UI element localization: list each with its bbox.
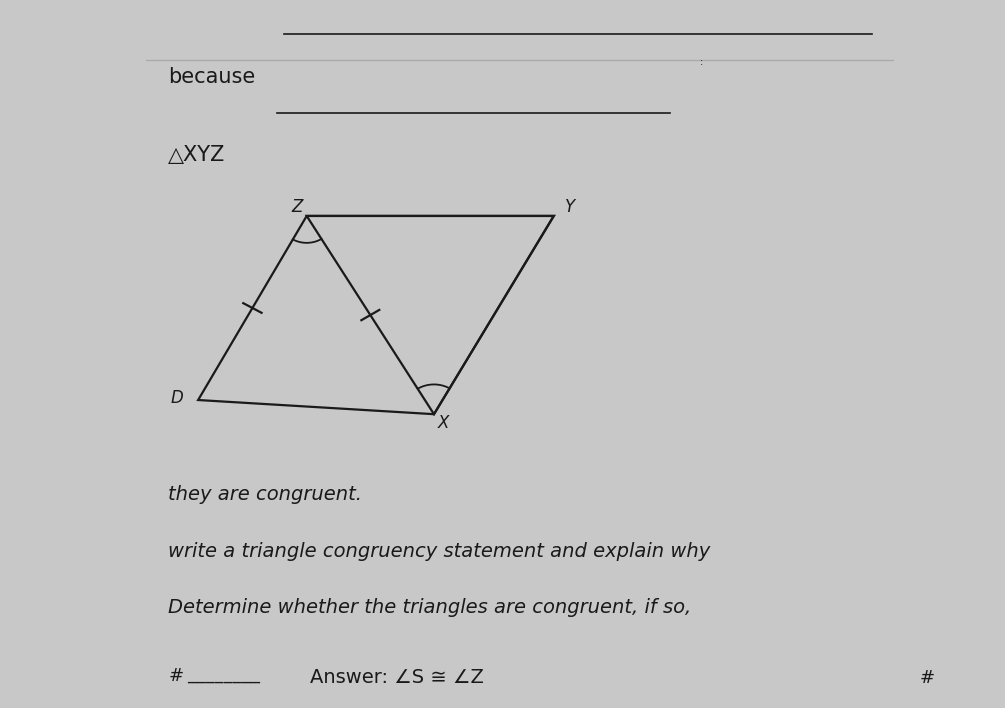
Text: Y: Y [565, 198, 575, 216]
Text: #: # [168, 667, 183, 685]
Text: Determine whether the triangles are congruent, if so,: Determine whether the triangles are cong… [168, 598, 691, 617]
Text: D: D [171, 389, 183, 407]
Text: they are congruent.: they are congruent. [168, 485, 362, 504]
Text: write a triangle congruency statement and explain why: write a triangle congruency statement an… [168, 542, 711, 561]
Text: ________: ________ [187, 665, 260, 683]
Text: #: # [920, 668, 935, 687]
Text: because: because [168, 67, 255, 87]
Text: :: : [699, 57, 703, 67]
Text: Z: Z [291, 198, 303, 216]
Text: Answer: ∠S ≅ ∠Z: Answer: ∠S ≅ ∠Z [311, 668, 484, 687]
Text: X: X [438, 414, 449, 432]
Text: △XYZ: △XYZ [168, 145, 225, 165]
